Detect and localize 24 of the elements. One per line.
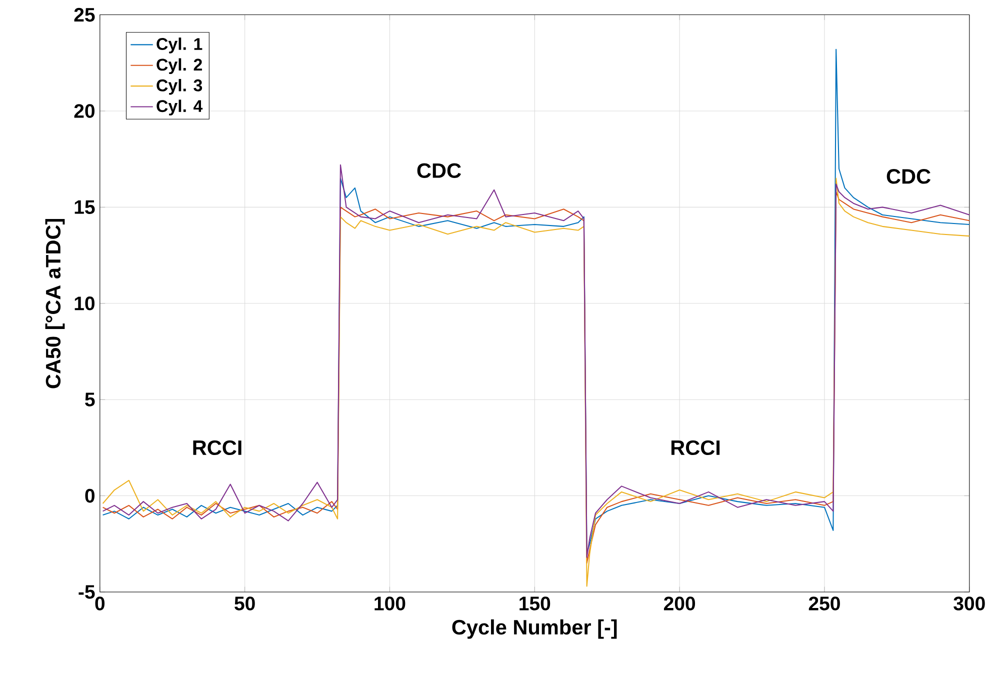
x-tick-label: 150	[520, 596, 550, 610]
y-tick-label: 20	[74, 104, 94, 118]
legend-label: Cyl. 1	[156, 37, 202, 54]
x-tick-label: 50	[234, 596, 255, 610]
x-axis-title: Cycle Number [-]	[452, 619, 617, 639]
x-tick-label: 250	[808, 596, 840, 610]
x-tick-label: 200	[664, 596, 696, 610]
x-tick-label: 300	[954, 596, 985, 610]
y-tick-label: 10	[74, 296, 94, 310]
y-tick-label: -5	[78, 585, 95, 599]
legend-label: Cyl. 3	[156, 78, 202, 95]
x-tick-label: 100	[374, 596, 406, 610]
y-tick-label: 5	[85, 392, 95, 406]
legend-label: Cyl. 4	[156, 100, 203, 116]
y-axis-title: CA50 [°CA aTDC]	[45, 218, 65, 388]
y-tick-label: 0	[85, 488, 94, 503]
annotation: CDC	[886, 168, 930, 184]
annotation: CDC	[417, 163, 461, 178]
annotation: RCCI	[193, 440, 242, 455]
annotation: RCCI	[671, 440, 720, 455]
x-tick-label: 0	[95, 596, 105, 610]
y-tick-label: 15	[74, 200, 95, 214]
y-tick-label: 25	[74, 8, 95, 22]
legend-label: Cyl. 2	[156, 58, 202, 74]
